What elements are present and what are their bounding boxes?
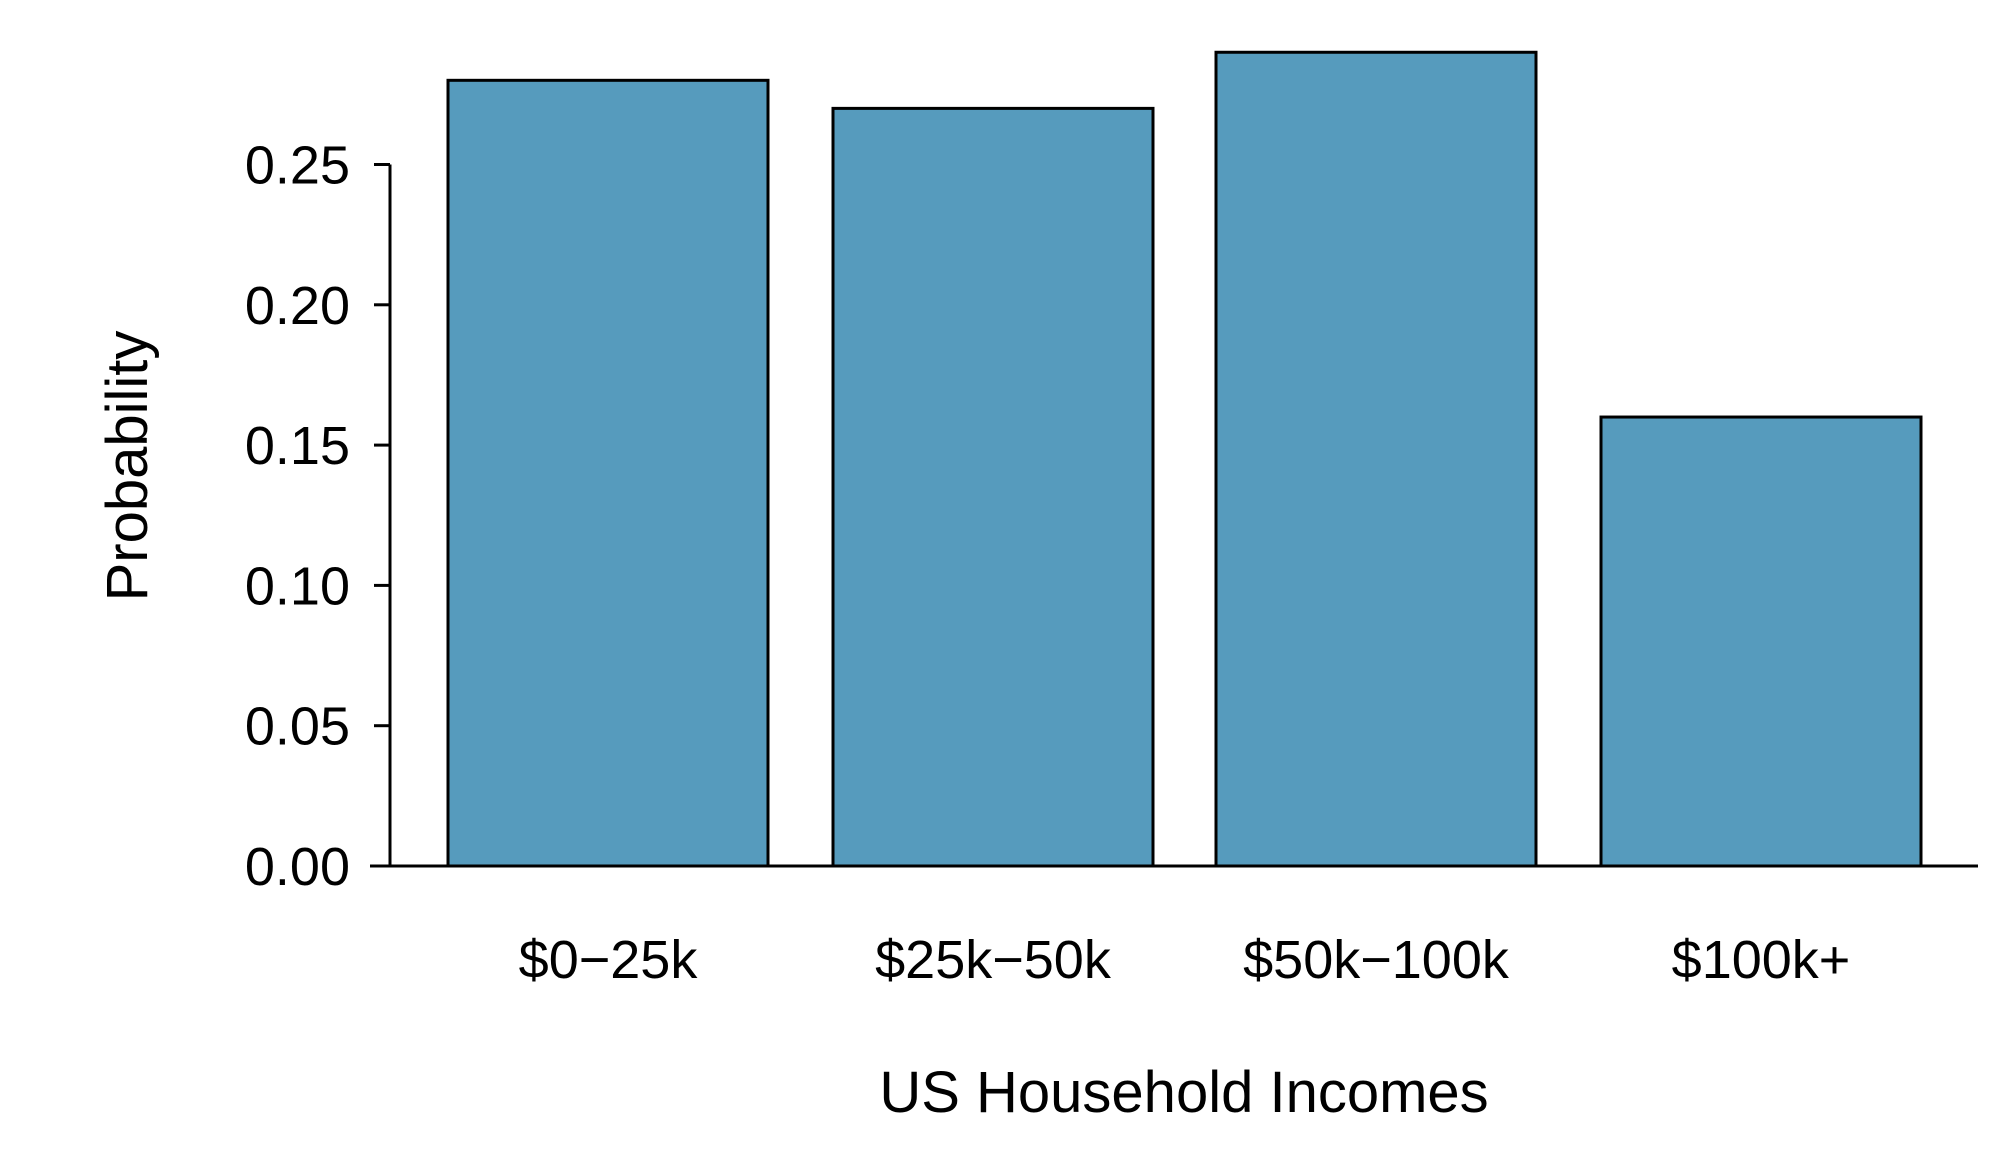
bar-2 [1214, 50, 1538, 868]
y-tick-label-5: 0.25 [245, 136, 350, 196]
x-category-label-2: $50k−100k [1243, 930, 1510, 990]
y-tick-label-0: 0.00 [245, 837, 350, 897]
bar-1 [831, 106, 1155, 868]
y-axis: 0.00 0.05 0.10 0.15 0.20 0.25 [245, 136, 392, 897]
y-tick-label-3: 0.15 [245, 416, 350, 476]
bar-0 [446, 78, 770, 868]
x-category-label-0: $0−25k [519, 930, 699, 990]
y-tick-label-1: 0.05 [245, 697, 350, 757]
y-tick-label-2: 0.10 [245, 556, 350, 616]
bar-3 [1599, 415, 1923, 868]
bars-group [446, 50, 1923, 868]
x-axis-title: US Household Incomes [879, 1060, 1488, 1125]
x-category-label-1: $25k−50k [875, 930, 1112, 990]
y-axis-title: Probability [95, 331, 160, 602]
y-tick-label-4: 0.20 [245, 276, 350, 336]
x-category-label-3: $100k+ [1672, 930, 1851, 990]
x-category-labels: $0−25k $25k−50k $50k−100k $100k+ [519, 930, 1851, 990]
